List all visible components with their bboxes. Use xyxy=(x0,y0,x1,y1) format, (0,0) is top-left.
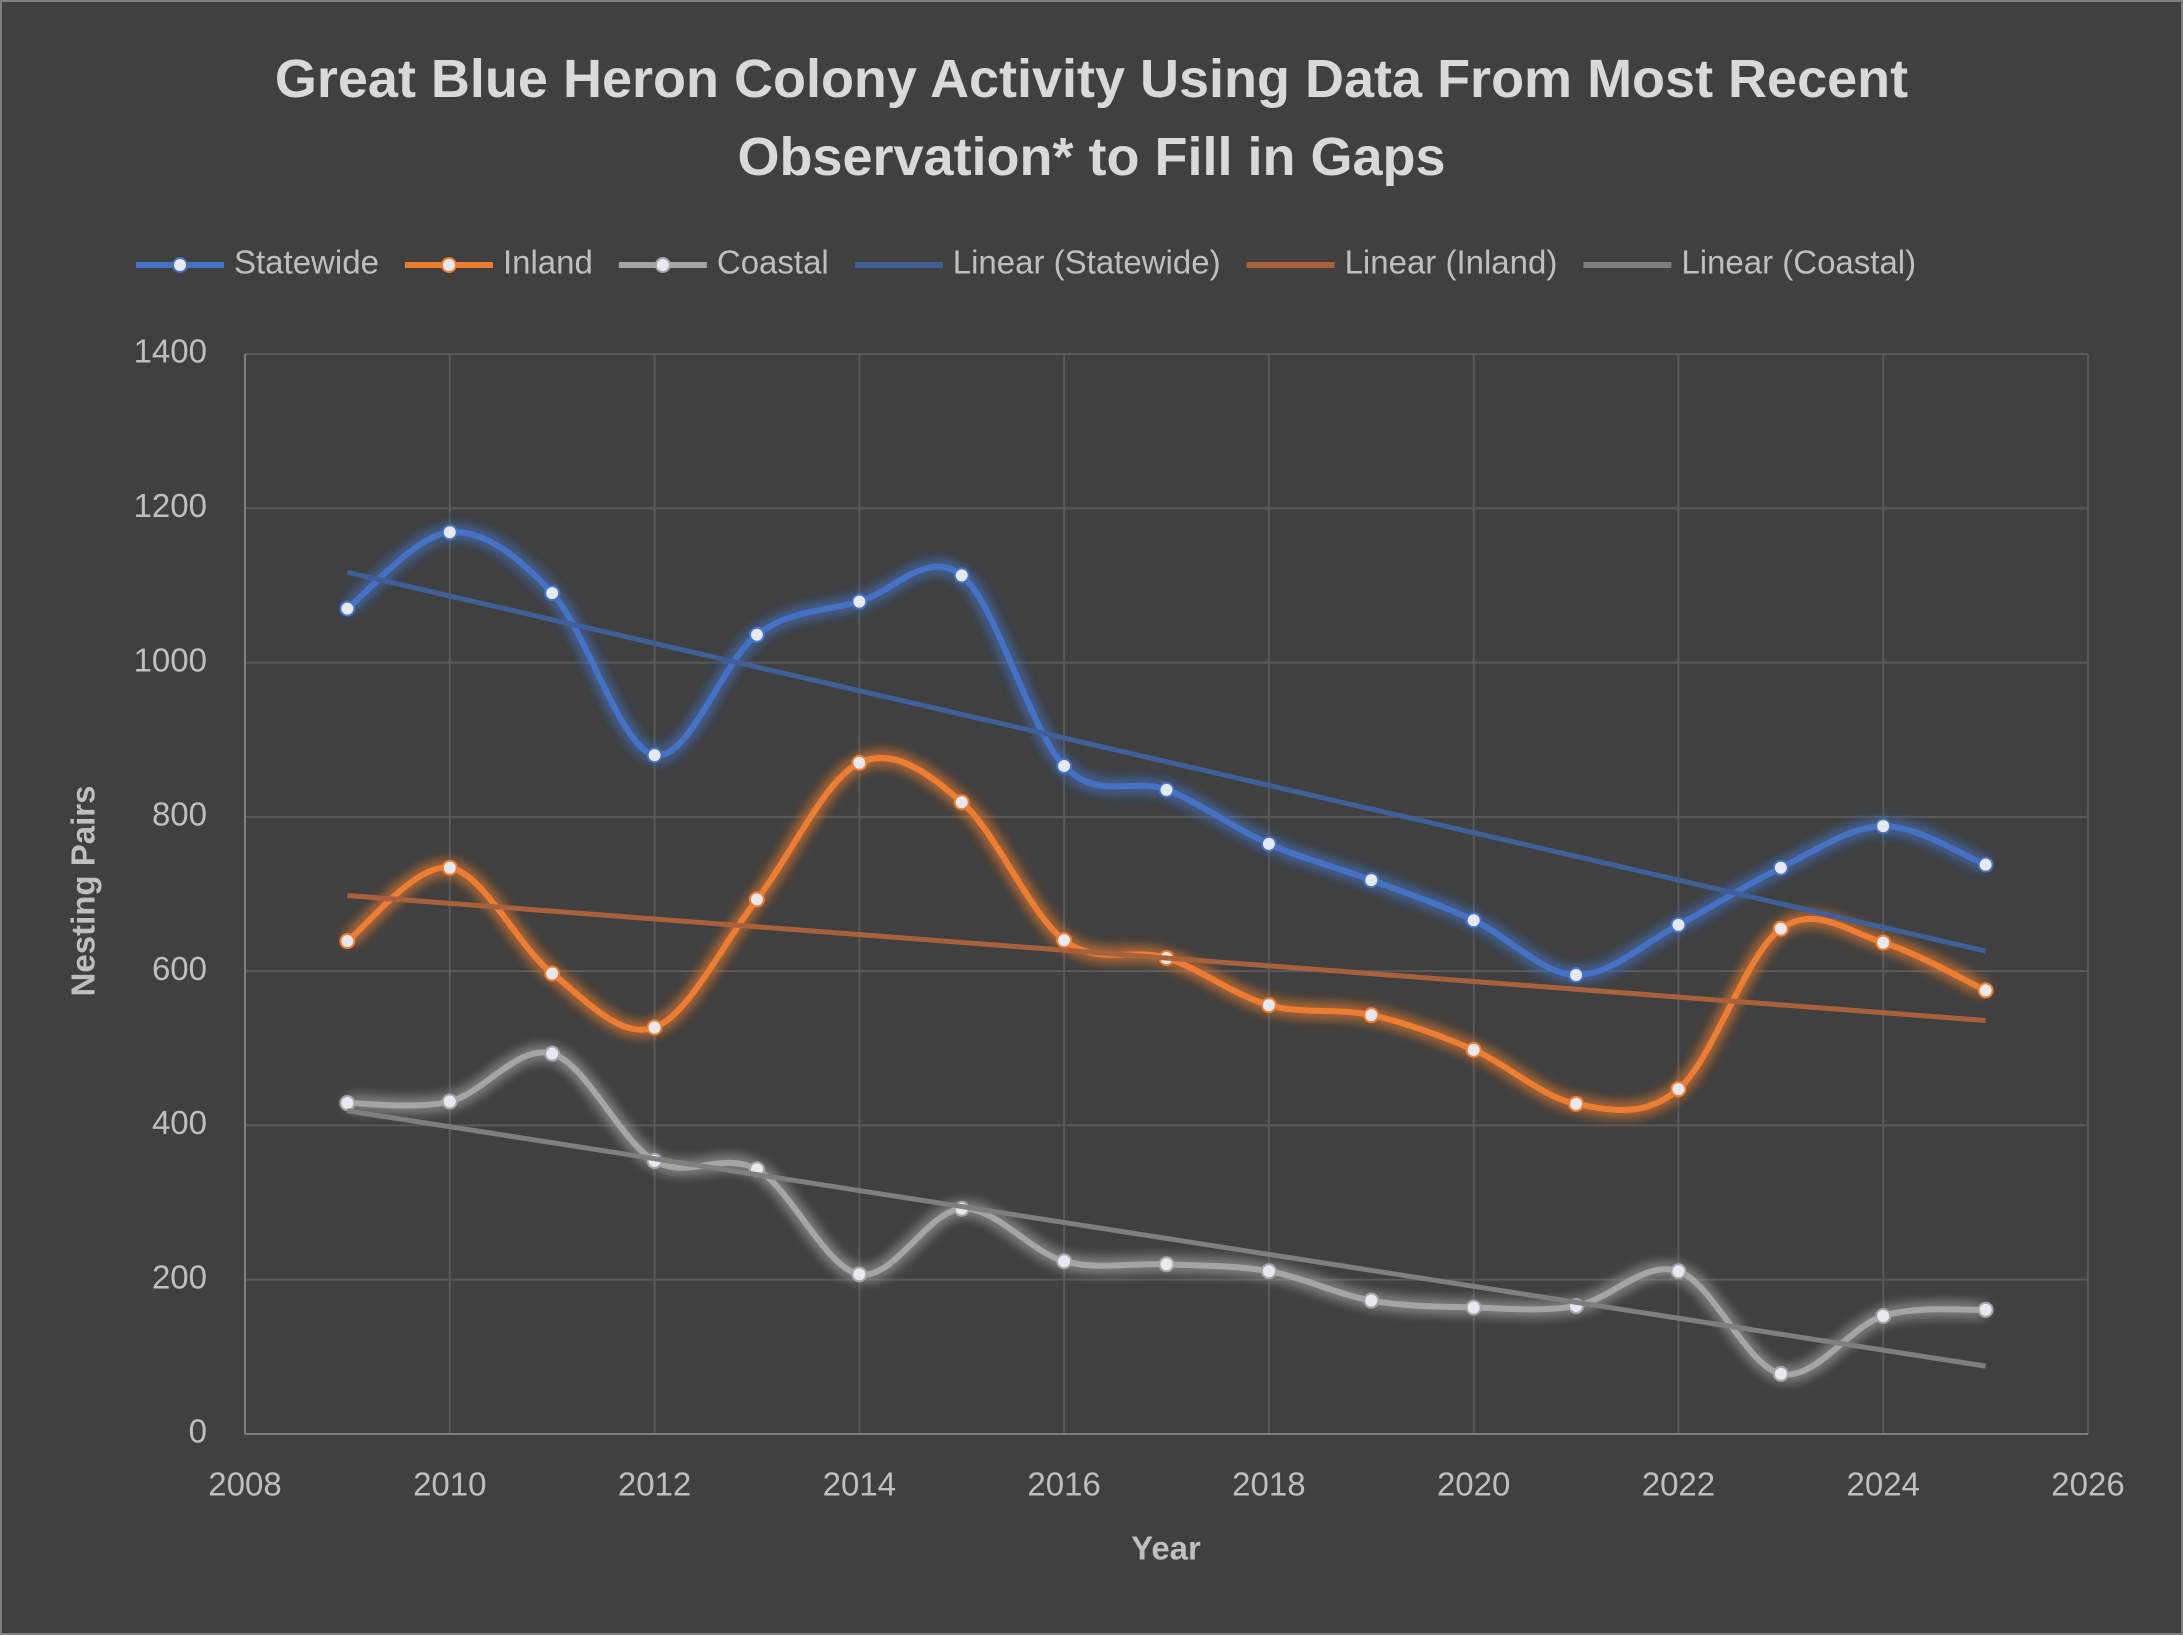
data-point xyxy=(339,1095,356,1112)
data-point xyxy=(1465,1041,1482,1058)
trend-line xyxy=(347,893,1986,1024)
data-point xyxy=(441,1093,458,1110)
x-axis-label: Year xyxy=(1131,1530,1201,1567)
data-point xyxy=(1772,859,1789,876)
data-point xyxy=(1056,932,1073,949)
y-tick-label: 800 xyxy=(152,796,207,833)
data-point xyxy=(1465,912,1482,929)
data-point xyxy=(1363,1007,1380,1024)
x-tick-label: 2012 xyxy=(618,1466,691,1503)
x-tick-label: 2008 xyxy=(208,1466,281,1503)
data-point xyxy=(1977,856,1994,873)
data-point xyxy=(1875,934,1892,951)
legend-item: Inland xyxy=(404,244,593,281)
y-tick-label: 0 xyxy=(189,1413,207,1450)
data-point xyxy=(544,965,561,982)
y-tick-label: 600 xyxy=(152,950,207,987)
legend-item: Linear (Coastal) xyxy=(1583,244,1916,281)
y-tick-label: 200 xyxy=(152,1258,207,1295)
data-point xyxy=(441,859,458,876)
data-point xyxy=(1670,1081,1687,1098)
data-point xyxy=(851,754,868,771)
trend-line xyxy=(346,569,1987,954)
y-axis-label: Nesting Pairs xyxy=(65,786,102,997)
y-tick-label: 400 xyxy=(152,1104,207,1141)
y-tick-label: 1400 xyxy=(134,333,207,370)
data-point xyxy=(1260,1263,1277,1280)
data-point xyxy=(1158,1256,1175,1273)
data-point xyxy=(953,794,970,811)
data-point xyxy=(1363,872,1380,889)
data-point xyxy=(1875,818,1892,835)
data-point xyxy=(1670,1263,1687,1280)
data-point xyxy=(1772,920,1789,937)
data-point xyxy=(544,1045,561,1062)
legend-label: Coastal xyxy=(717,244,829,281)
data-point xyxy=(646,747,663,764)
x-tick-label: 2026 xyxy=(2051,1466,2124,1503)
legend-label: Linear (Statewide) xyxy=(953,244,1221,281)
data-point xyxy=(1260,835,1277,852)
legend-item: Statewide xyxy=(136,244,379,281)
data-point xyxy=(851,593,868,610)
trend-line xyxy=(347,1108,1986,1369)
data-point xyxy=(1568,967,1585,983)
x-tick-label: 2016 xyxy=(1027,1466,1100,1503)
series-line xyxy=(347,1049,1986,1378)
data-point xyxy=(544,585,561,602)
data-point xyxy=(1363,1292,1380,1309)
data-point xyxy=(953,567,970,584)
data-point xyxy=(748,626,765,643)
x-tick-label: 2014 xyxy=(823,1466,896,1503)
legend-marker xyxy=(172,257,188,273)
x-tick-label: 2020 xyxy=(1437,1466,1510,1503)
data-point xyxy=(1056,757,1073,774)
legend-item: Linear (Inland) xyxy=(1246,244,1558,281)
legend-label: Statewide xyxy=(234,244,379,281)
data-point xyxy=(1158,781,1175,798)
x-tick-label: 2024 xyxy=(1847,1466,1920,1503)
data-point xyxy=(646,1019,663,1036)
y-tick-label: 1200 xyxy=(134,487,207,524)
data-point xyxy=(1260,997,1277,1014)
data-point xyxy=(1977,1301,1994,1318)
data-point xyxy=(339,933,356,950)
data-point xyxy=(339,600,356,617)
data-point xyxy=(1670,916,1687,933)
chart-title: Great Blue Heron Colony Activity Using D… xyxy=(274,49,1909,187)
chart-title-box: Great Blue Heron Colony Activity Using D… xyxy=(0,40,2183,196)
data-point xyxy=(748,891,765,908)
legend-label: Linear (Inland) xyxy=(1345,244,1558,281)
data-point xyxy=(1977,982,1994,999)
y-tick-label: 1000 xyxy=(134,641,207,678)
x-tick-label: 2022 xyxy=(1642,1466,1715,1503)
legend-marker xyxy=(654,257,671,273)
data-point xyxy=(1568,1095,1585,1112)
legend-label: Inland xyxy=(503,244,593,281)
legend-label: Linear (Coastal) xyxy=(1681,244,1916,281)
x-tick-label: 2018 xyxy=(1232,1466,1305,1503)
data-point xyxy=(1465,1299,1482,1316)
data-point xyxy=(441,524,458,541)
data-point xyxy=(1772,1365,1789,1382)
data-point xyxy=(851,1266,868,1283)
x-tick-label: 2010 xyxy=(413,1466,486,1503)
data-point xyxy=(1056,1253,1073,1270)
legend-marker xyxy=(440,257,457,273)
legend-item: Linear (Statewide) xyxy=(854,244,1221,281)
data-point xyxy=(1875,1307,1892,1324)
legend-item: Coastal xyxy=(618,244,829,281)
